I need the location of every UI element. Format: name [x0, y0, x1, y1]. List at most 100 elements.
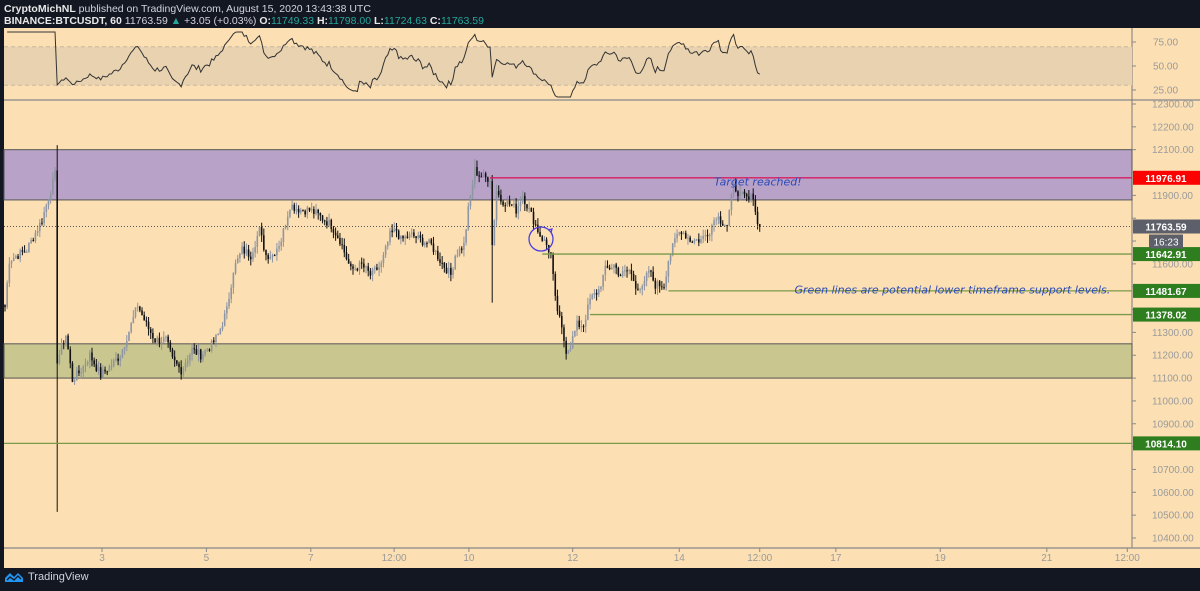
candle: [291, 204, 293, 210]
candle: [80, 372, 82, 374]
candle: [413, 232, 415, 237]
candle: [521, 195, 524, 203]
level-label: 11642.91: [1145, 250, 1187, 261]
candle: [456, 255, 459, 257]
candle: [484, 173, 487, 178]
candle: [165, 336, 167, 338]
candle: [234, 263, 237, 274]
candle: [273, 255, 276, 257]
candle: [158, 337, 161, 344]
candle: [365, 266, 367, 268]
candle: [550, 252, 552, 254]
candle: [326, 221, 328, 226]
candle: [382, 254, 385, 264]
candle: [213, 340, 215, 343]
time-tick-label: 21: [1041, 553, 1053, 564]
candle: [517, 205, 520, 214]
candle: [745, 194, 748, 197]
candle: [371, 268, 374, 276]
candle: [276, 248, 278, 256]
candle: [571, 336, 574, 349]
candle: [258, 227, 261, 236]
candle: [60, 343, 63, 355]
candle: [447, 267, 450, 274]
tradingview-brand[interactable]: TradingView: [28, 571, 89, 583]
candle: [47, 200, 50, 206]
price-tick-label: 11200.00: [1152, 351, 1193, 362]
candle: [643, 280, 646, 287]
rsi-line: [7, 31, 760, 98]
time-tick-label: 12:00: [382, 553, 407, 564]
candle: [252, 252, 254, 260]
candle: [271, 255, 274, 257]
candle: [524, 195, 526, 205]
candle: [567, 350, 570, 354]
symbol-name[interactable]: BINANCE:BTCUSDT, 60: [4, 15, 122, 27]
candles: [4, 145, 761, 512]
candle: [717, 216, 720, 220]
candle: [23, 251, 26, 253]
candle: [210, 340, 213, 351]
candle: [30, 239, 32, 244]
candle: [430, 239, 433, 244]
candle: [593, 293, 596, 295]
candle: [758, 223, 761, 227]
candle: [245, 249, 248, 254]
candle: [545, 239, 548, 245]
candle: [428, 239, 430, 244]
rsi-tick-label: 75.00: [1153, 38, 1178, 49]
candle: [558, 311, 561, 316]
support-zone: [3, 343, 1133, 379]
candle: [500, 194, 502, 202]
author-name[interactable]: CryptoMichNL: [4, 3, 76, 15]
candle: [737, 191, 739, 197]
candle: [756, 211, 759, 224]
candle: [256, 235, 259, 247]
rsi-tick-label: 25.00: [1153, 86, 1178, 97]
candle: [458, 248, 461, 256]
candle: [587, 304, 589, 320]
resistance-zone: [3, 149, 1133, 201]
candle: [241, 246, 243, 254]
candle: [469, 195, 472, 207]
candle: [78, 370, 80, 374]
candle: [426, 243, 428, 245]
candle: [569, 348, 572, 351]
candle: [460, 248, 463, 250]
price-tick-label: 12300.00: [1152, 100, 1194, 111]
candle: [199, 349, 202, 360]
candle: [121, 349, 124, 358]
time-tick-label: 3: [99, 553, 105, 564]
candle: [684, 232, 687, 239]
candle: [393, 228, 396, 233]
candle: [480, 176, 483, 178]
candle: [513, 203, 515, 205]
candle: [637, 288, 639, 290]
time-tick-label: 12:00: [1115, 553, 1140, 564]
candle: [565, 340, 567, 354]
candle: [437, 250, 439, 260]
candle: [102, 369, 104, 378]
candle: [186, 360, 189, 364]
candle: [4, 304, 6, 308]
candle: [634, 281, 637, 289]
candle: [606, 265, 609, 268]
price-tick-label: 11300.00: [1152, 328, 1193, 339]
candle: [293, 204, 296, 211]
time-tick-label: 12: [567, 553, 579, 564]
candle: [748, 196, 750, 200]
candle: [711, 225, 713, 235]
candle: [341, 244, 343, 246]
candle: [584, 319, 587, 327]
candle: [112, 360, 115, 366]
candle: [182, 367, 185, 375]
candle: [604, 265, 607, 275]
candle: [108, 366, 111, 372]
candle: [395, 228, 398, 231]
time-tick-label: 19: [935, 553, 947, 564]
candle: [630, 269, 633, 274]
price-chart[interactable]: 75.00 50.00 25.00 12300.00 12200.00 12100.00 1…: [0, 0, 1200, 568]
candle: [56, 170, 58, 364]
candle: [134, 307, 137, 317]
candle: [387, 242, 389, 247]
